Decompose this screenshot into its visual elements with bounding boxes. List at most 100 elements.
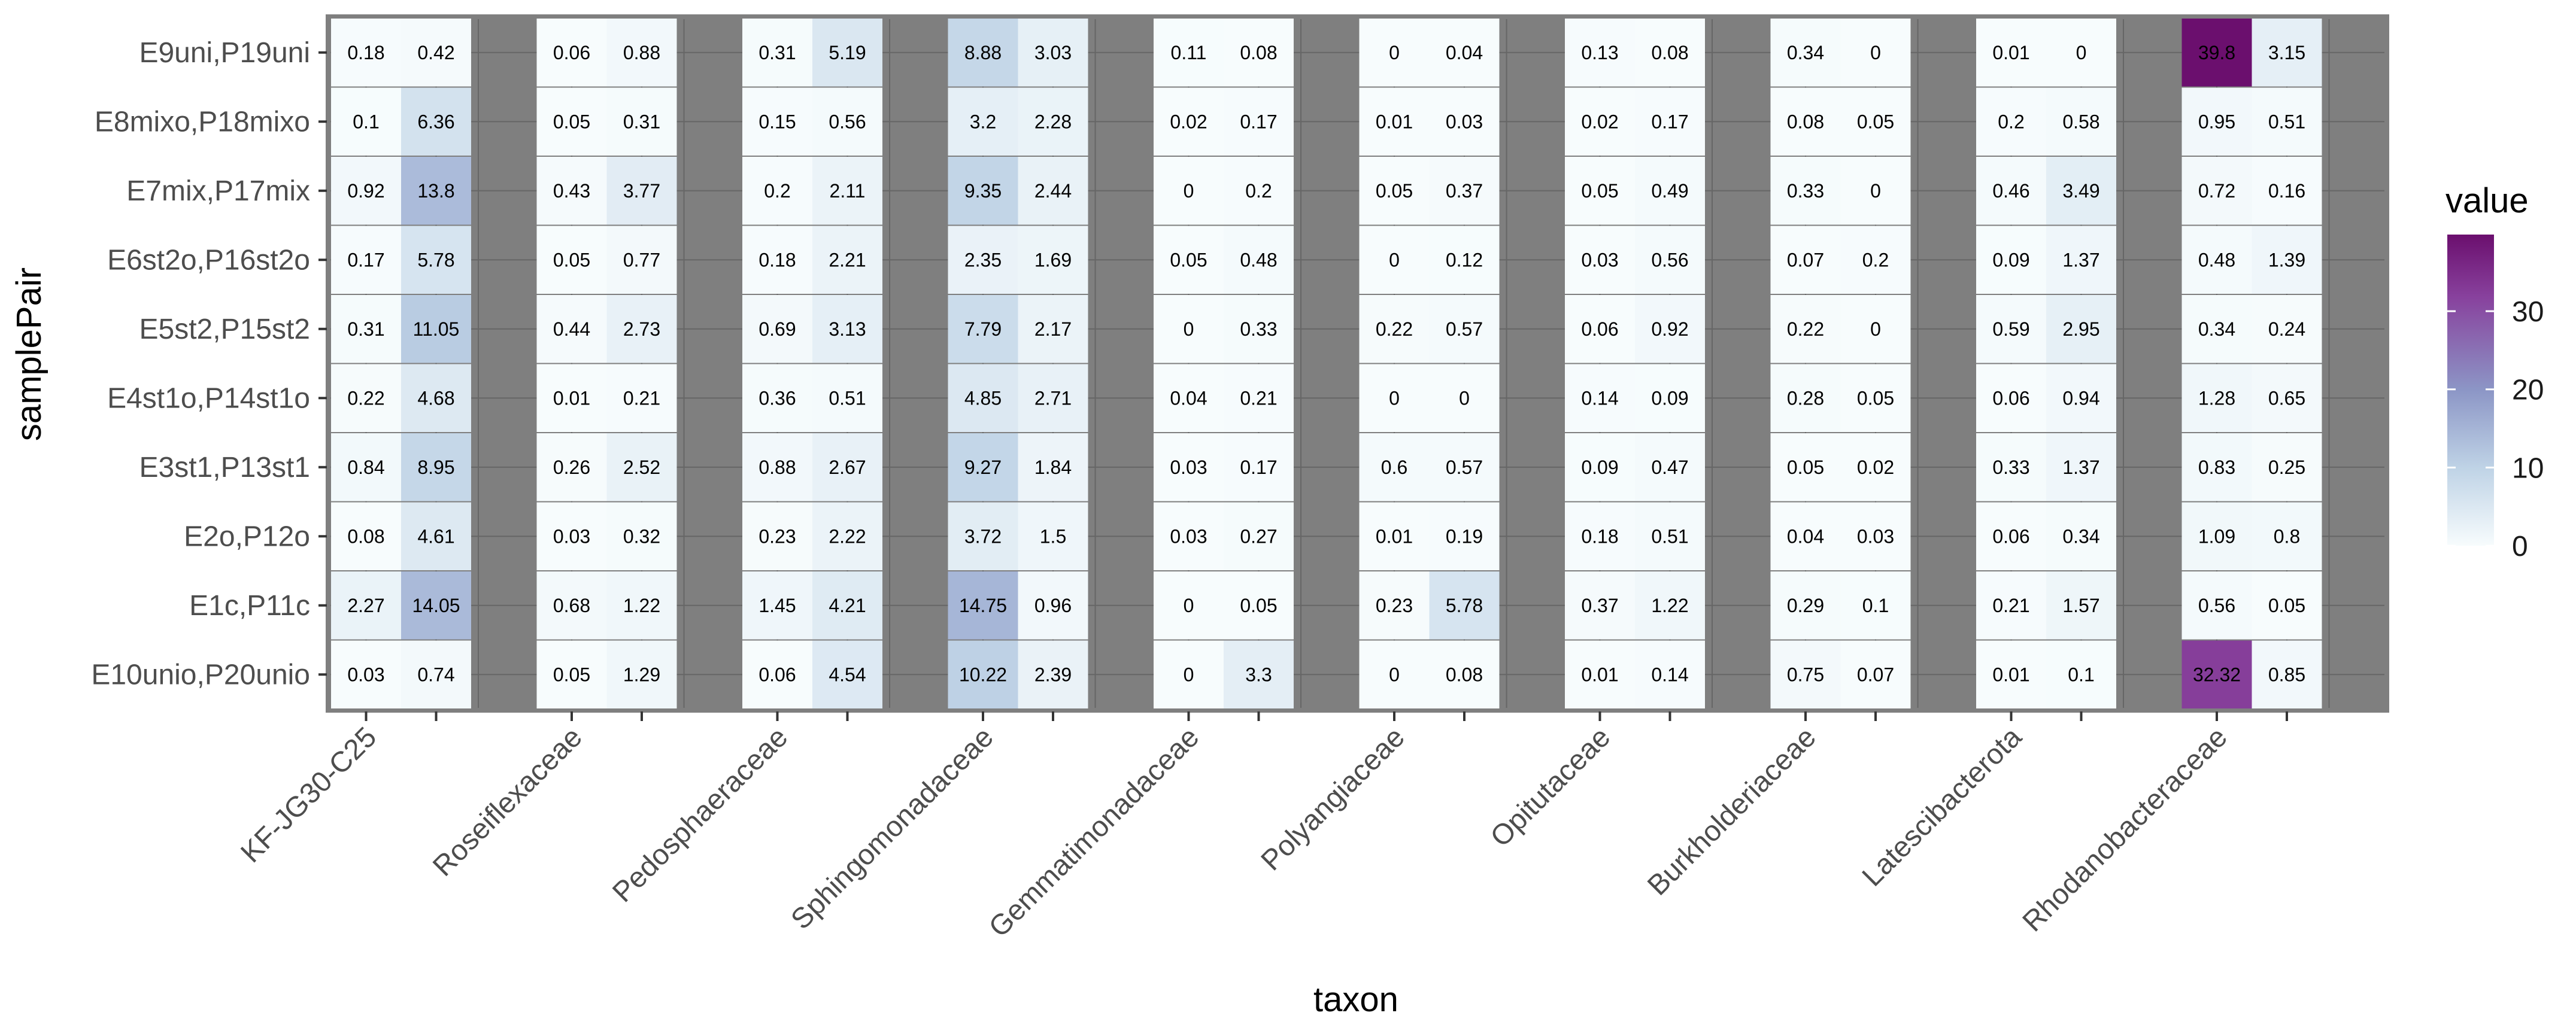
cell-value-label: 0.03	[1857, 525, 1894, 547]
cell-value-label: 0.17	[347, 249, 384, 270]
cell-value-label: 0.07	[1787, 249, 1824, 270]
cell-value-label: 0	[1389, 664, 1400, 685]
heatmap-cell	[1224, 571, 1294, 640]
y-tick-label: E8mixo,P18mixo	[95, 106, 310, 138]
legend-tick-label: 20	[2512, 375, 2544, 406]
cell-value-label: 0.15	[758, 111, 796, 132]
heatmap-cell	[742, 87, 812, 156]
y-tick-label: E3st1,P13st1	[139, 452, 310, 483]
cell-value-label: 0.33	[1992, 457, 2029, 478]
cell-value-label: 2.28	[1034, 111, 1072, 132]
heatmap-cell	[1840, 157, 1911, 225]
cell-value-label: 8.95	[417, 457, 454, 478]
cell-value-label: 0.05	[1376, 180, 1413, 202]
cell-value-label: 0.21	[1992, 595, 2029, 616]
heatmap-cell	[1359, 295, 1430, 363]
cell-value-label: 8.88	[964, 42, 1002, 63]
heatmap-cell	[812, 640, 882, 708]
cell-value-label: 0.27	[1240, 525, 1277, 547]
cell-value-label: 0.09	[1581, 457, 1618, 478]
cell-value-label: 0.03	[1170, 457, 1207, 478]
heatmap-cell	[2252, 226, 2322, 294]
cell-value-label: 0.1	[353, 111, 379, 132]
cell-value-label: 10.22	[959, 664, 1007, 685]
heatmap-cell	[1154, 19, 1224, 87]
heatmap-cell	[1154, 433, 1224, 501]
cell-value-label: 0.01	[553, 387, 590, 409]
heatmap-cell	[1840, 364, 1911, 432]
cell-value-label: 0.49	[1651, 180, 1688, 202]
cell-value-label: 0.03	[1446, 111, 1483, 132]
heatmap-cell	[948, 640, 1018, 708]
legend-title: value	[2445, 181, 2529, 220]
heatmap-cell	[1770, 640, 1841, 708]
cell-value-label: 1.37	[2062, 249, 2099, 270]
heatmap-cell	[742, 640, 812, 708]
cell-value-label: 0.94	[2062, 387, 2099, 409]
heatmap-cell	[1359, 19, 1430, 87]
cell-value-label: 0.96	[1034, 595, 1072, 616]
heatmap-cell	[1635, 87, 1705, 156]
x-tick-label: Sphingomonadaceae	[785, 721, 999, 935]
cell-value-label: 0.1	[1862, 595, 1889, 616]
heatmap-cell	[1565, 295, 1635, 363]
heatmap-cell	[1770, 295, 1841, 363]
heatmap-cell	[2046, 19, 2116, 87]
heatmap-cell	[948, 87, 1018, 156]
heatmap-cell	[1840, 433, 1911, 501]
y-axis-title: samplePair	[10, 267, 48, 441]
heatmap-cell	[1840, 295, 1911, 363]
heatmap-cell	[2252, 502, 2322, 570]
cell-value-label: 1.28	[2198, 387, 2235, 409]
heatmap-cell	[1840, 226, 1911, 294]
heatmap-cell	[1770, 502, 1841, 570]
cell-value-label: 0.47	[1651, 457, 1688, 478]
heatmap-cell	[606, 19, 677, 87]
heatmap-cell	[331, 364, 401, 432]
heatmap-cell	[2181, 364, 2252, 432]
heatmap-cell	[2181, 640, 2252, 708]
heatmap-cell	[2046, 157, 2116, 225]
heatmap-cell	[1154, 640, 1224, 708]
heatmap-cell	[742, 226, 812, 294]
heatmap-cell	[331, 433, 401, 501]
heatmap-cell	[606, 364, 677, 432]
legend: value 0 10 20 30	[2445, 181, 2544, 562]
heatmap-cell	[1565, 87, 1635, 156]
heatmap-cell	[401, 19, 471, 87]
cell-value-label: 0.04	[1787, 525, 1824, 547]
cell-value-label: 0.05	[2268, 595, 2305, 616]
x-axis: KF-JG30-C25 Roseiflexaceae Pedosphaeraceae…	[235, 711, 2288, 944]
cell-value-label: 2.71	[1034, 387, 1072, 409]
heatmap-cell	[1154, 364, 1224, 432]
heatmap-cell	[2046, 502, 2116, 570]
heatmap-cell	[1359, 226, 1430, 294]
x-tick-label: Pedosphaeraceae	[606, 721, 794, 908]
cell-value-label: 0.77	[623, 249, 660, 270]
heatmap-cell	[1976, 640, 2046, 708]
heatmap-cell	[1224, 364, 1294, 432]
heatmap-cell	[1018, 226, 1088, 294]
heatmap-cell	[401, 87, 471, 156]
heatmap-cell	[1429, 571, 1500, 640]
heatmap-cell	[2252, 640, 2322, 708]
heatmap-cells	[331, 19, 2322, 708]
cell-value-label: 2.35	[964, 249, 1002, 270]
heatmap-cell	[2181, 295, 2252, 363]
heatmap-cell	[1154, 226, 1224, 294]
heatmap-cell	[1565, 157, 1635, 225]
heatmap-cell	[742, 295, 812, 363]
heatmap-cell	[1018, 571, 1088, 640]
cell-value-label: 0	[1184, 595, 1194, 616]
heatmap-cell	[1565, 364, 1635, 432]
cell-value-label: 0.08	[1240, 42, 1277, 63]
heatmap-cell	[1429, 295, 1500, 363]
heatmap-cell	[1018, 502, 1088, 570]
cell-value-label: 0.84	[347, 457, 384, 478]
cell-value-label: 0.18	[347, 42, 384, 63]
cell-value-label: 0.19	[1446, 525, 1483, 547]
cell-value-label: 0.46	[1992, 180, 2029, 202]
cell-value-label: 0	[1389, 249, 1400, 270]
x-axis-title: taxon	[1313, 980, 1398, 1019]
